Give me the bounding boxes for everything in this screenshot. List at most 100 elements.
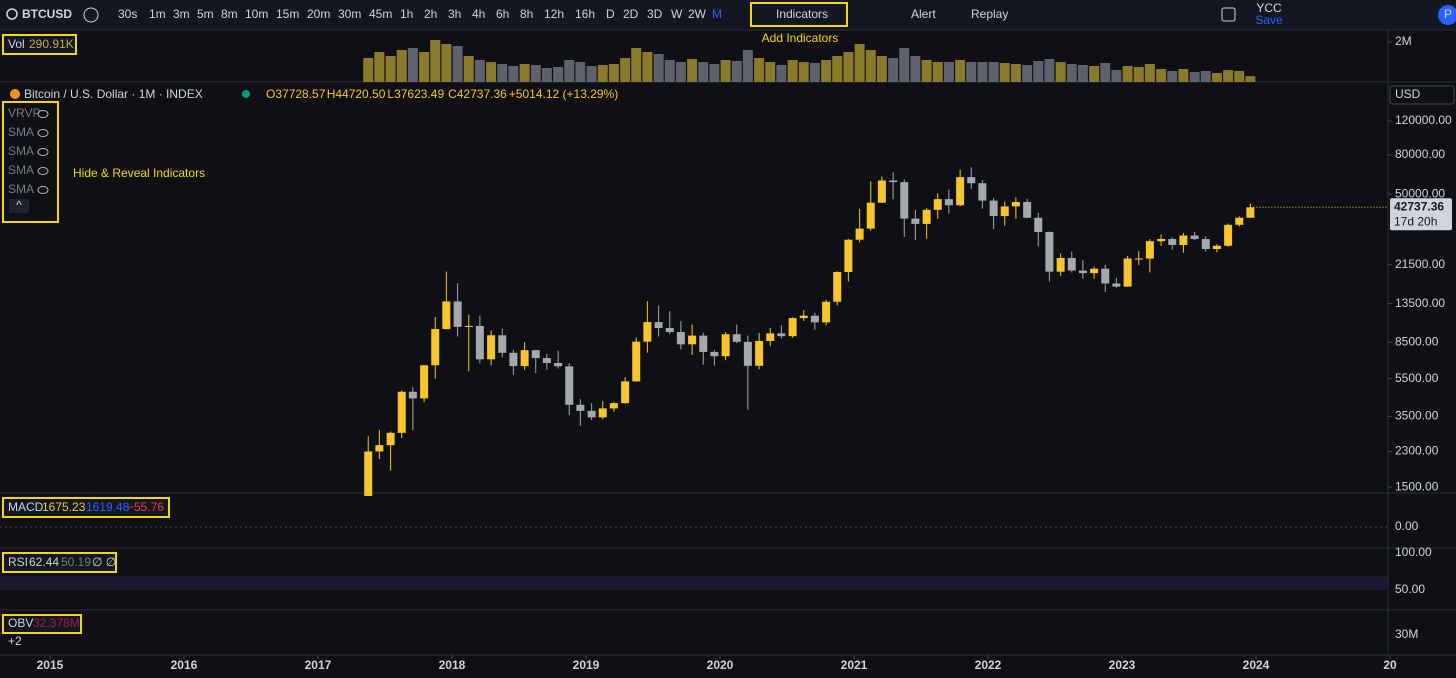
volume-bar	[1167, 71, 1178, 82]
highlight-box	[2, 34, 77, 55]
visibility-toggle[interactable]	[37, 148, 49, 156]
hidden-count[interactable]: +2	[8, 634, 22, 648]
interval-button[interactable]: 20m	[307, 7, 330, 21]
volume-bar	[374, 52, 385, 82]
interval-button[interactable]: 30s	[118, 7, 137, 21]
layout-icon[interactable]	[1221, 7, 1236, 22]
candle-body	[933, 199, 942, 210]
ohlc-value: L37623.49	[387, 87, 444, 101]
candle-body	[989, 200, 998, 217]
volume-bar	[1156, 69, 1167, 82]
candle-body	[978, 183, 987, 201]
candle-body	[1056, 257, 1065, 272]
interval-button[interactable]: 15m	[276, 7, 299, 21]
candle-body	[509, 352, 518, 367]
volume-bar	[742, 50, 753, 82]
candle-body	[1179, 235, 1188, 245]
interval-button[interactable]: 3D	[647, 7, 663, 21]
volume-bar	[564, 60, 575, 82]
interval-button[interactable]: 6h	[496, 7, 509, 21]
volume-bar	[932, 62, 943, 82]
volume-bar	[1234, 71, 1245, 82]
interval-button[interactable]: M	[712, 7, 722, 21]
interval-button[interactable]: D	[606, 7, 615, 21]
interval-button[interactable]: 8h	[520, 7, 533, 21]
candle-body	[1235, 217, 1244, 225]
y-tick-label: 1500.00	[1395, 479, 1439, 493]
interval-button[interactable]: 8m	[221, 7, 238, 21]
compare-button[interactable]	[83, 7, 99, 23]
y-tick-label: 13500.00	[1395, 296, 1445, 310]
volume-bar	[809, 63, 820, 82]
countdown: 17d 20h	[1394, 214, 1437, 228]
profile-initial[interactable]: P	[1444, 7, 1452, 21]
highlight-box	[2, 552, 117, 573]
interval-button[interactable]: W	[671, 7, 683, 21]
interval-button[interactable]: 1m	[149, 7, 166, 21]
interval-button[interactable]: 2W	[688, 7, 707, 21]
indicators-button[interactable]: Indicators	[776, 7, 828, 21]
candle-body	[364, 451, 373, 496]
interval-button[interactable]: 10m	[245, 7, 268, 21]
volume-bar	[620, 58, 631, 82]
visibility-toggle[interactable]	[37, 186, 49, 194]
alert-button[interactable]: Alert	[911, 7, 936, 21]
series-title: Bitcoin / U.S. Dollar · 1M · INDEX	[24, 87, 203, 101]
candle-body	[676, 332, 685, 345]
volume-bar	[486, 62, 497, 82]
interval-button[interactable]: 2D	[623, 7, 639, 21]
candle-body	[877, 180, 886, 203]
price-tag	[1390, 198, 1452, 231]
candle-body	[1078, 270, 1087, 274]
search-icon[interactable]	[6, 8, 18, 20]
coin-icon	[10, 89, 20, 99]
candle-body	[967, 177, 976, 184]
x-tick-label: 2021	[841, 658, 868, 672]
volume-bar	[1089, 66, 1100, 82]
interval-button[interactable]: 2h	[424, 7, 437, 21]
volume-bar	[798, 62, 809, 82]
axis-label: 0.00	[1395, 519, 1419, 533]
symbol[interactable]: BTCUSD	[22, 7, 72, 21]
currency-selector[interactable]	[1389, 85, 1455, 105]
collapse-icon[interactable]: ^	[16, 198, 22, 212]
indicator-name: SMA	[8, 163, 34, 177]
visibility-toggle[interactable]	[37, 167, 49, 175]
volume-bar	[720, 60, 731, 82]
interval-button[interactable]: 3m	[173, 7, 190, 21]
visibility-toggle[interactable]	[37, 110, 49, 118]
candle-body	[777, 333, 786, 337]
volume-bar	[474, 60, 485, 82]
highlight-box	[2, 614, 82, 634]
interval-button[interactable]: 4h	[472, 7, 485, 21]
market-status	[242, 90, 250, 98]
interval-button[interactable]: 45m	[369, 7, 392, 21]
volume-bar	[888, 58, 899, 82]
candle-body	[408, 391, 417, 399]
currency[interactable]: USD	[1395, 87, 1421, 101]
volume-bar	[1122, 66, 1133, 82]
volume-bar	[999, 63, 1010, 82]
profile[interactable]	[1438, 5, 1456, 25]
obv-title: OBV	[8, 616, 33, 630]
volume-title: Vol	[8, 37, 25, 51]
interval-button[interactable]: 1h	[400, 7, 413, 21]
interval-button[interactable]: 3h	[448, 7, 461, 21]
save-button[interactable]: Save	[1255, 13, 1283, 27]
layout-name[interactable]: YCC	[1256, 1, 1282, 15]
collapse-button[interactable]	[9, 199, 29, 213]
candle-body	[833, 272, 842, 302]
visibility-toggle[interactable]	[37, 129, 49, 137]
volume-bar	[441, 44, 452, 82]
candle-body	[855, 228, 864, 240]
x-tick-label: 2024	[1243, 658, 1270, 672]
interval-button[interactable]: 5m	[197, 7, 214, 21]
volume-bar	[1100, 63, 1111, 82]
interval-button[interactable]: 16h	[575, 7, 595, 21]
volume-bar	[642, 52, 653, 82]
candle-body	[1023, 201, 1032, 218]
replay-button[interactable]: Replay	[971, 7, 1008, 21]
interval-button[interactable]: 30m	[338, 7, 361, 21]
interval-button[interactable]: 12h	[544, 7, 564, 21]
candle-body	[1000, 206, 1009, 217]
